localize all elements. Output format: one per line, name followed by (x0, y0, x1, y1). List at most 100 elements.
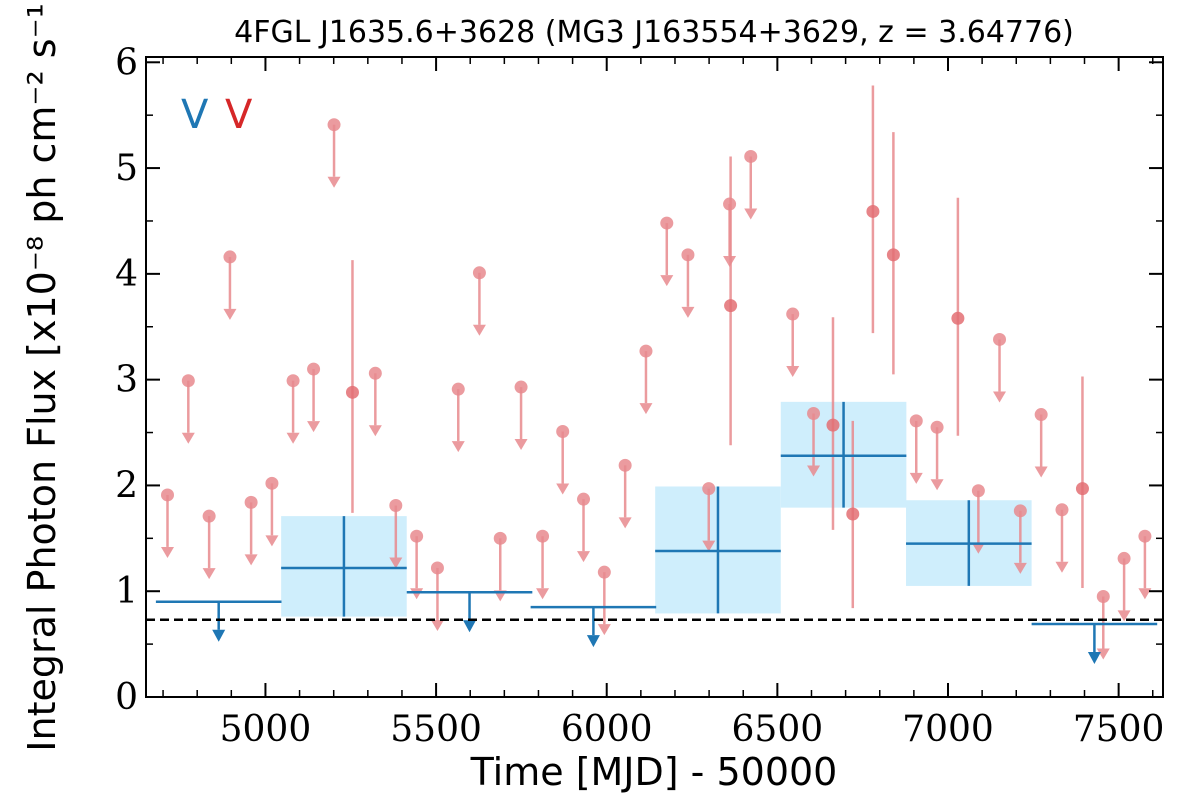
data-point (702, 482, 716, 496)
upper-limit-arrowhead (1117, 610, 1131, 622)
y-axis-label: Integral Photon Flux [x10⁻⁸ ph cm⁻² s⁻¹] (20, 0, 64, 752)
data-point (389, 499, 403, 513)
y-tick-label: 5 (115, 148, 138, 189)
upper-limit-arrowhead (618, 517, 632, 529)
y-tick-label: 1 (115, 571, 138, 612)
upper-limit-arrowhead (472, 324, 486, 336)
upper-limit-arrowhead (909, 472, 923, 484)
upper-limit-arrowhead (993, 391, 1007, 403)
upper-limit-arrowhead (786, 366, 800, 378)
data-point (660, 216, 674, 230)
chart-title: 4FGL J1635.6+3628 (MG3 J163554+3629, z =… (234, 15, 1074, 50)
upper-limit-arrowhead (223, 308, 237, 320)
upper-limit-arrowhead (702, 540, 716, 552)
data-point (244, 495, 258, 509)
data-point (472, 266, 486, 280)
upper-limit-arrowhead (307, 421, 321, 433)
data-point (971, 484, 985, 498)
data-point (1096, 590, 1110, 604)
upper-limit-arrowhead (586, 635, 600, 648)
upper-limit-arrowhead (744, 208, 758, 220)
data-point (368, 366, 382, 380)
data-point (1055, 503, 1069, 517)
upper-limit-arrowhead (451, 441, 465, 453)
upper-limit-arrowhead (463, 620, 477, 633)
upper-limit-arrowhead (265, 535, 279, 547)
upper-limit-arrowhead (1138, 588, 1152, 600)
data-point (744, 149, 758, 163)
y-tick-label: 6 (115, 42, 138, 83)
data-point (1117, 551, 1131, 565)
data-point (286, 374, 300, 388)
upper-limit-arrowhead (1087, 652, 1101, 665)
upper-limit-arrowhead (286, 432, 300, 444)
data-point (1138, 529, 1152, 543)
data-point (493, 531, 507, 545)
data-point (724, 299, 738, 313)
data-point (514, 380, 528, 394)
upper-limit-arrowhead (514, 439, 528, 451)
upper-limit-arrowhead (930, 479, 944, 491)
data-point (618, 458, 632, 472)
y-tick-label: 0 (115, 677, 138, 718)
data-point (1075, 482, 1089, 496)
data-point (786, 307, 800, 321)
data-point (909, 414, 923, 428)
upper-limit-arrowhead (577, 551, 591, 563)
data-point (430, 561, 444, 575)
data-point (846, 507, 860, 521)
upper-limit-arrowhead (639, 403, 653, 415)
x-axis-label: Time [MJD] - 50000 (470, 750, 838, 794)
x-tick-label: 6500 (732, 709, 824, 750)
upper-limit-arrowhead (1096, 648, 1110, 660)
upper-limit-arrowhead (1034, 466, 1048, 478)
upper-limit-arrowhead (536, 588, 550, 600)
data-point (181, 374, 195, 388)
data-point (930, 420, 944, 434)
data-point (265, 476, 279, 490)
upper-limit-arrowhead (1055, 561, 1069, 573)
upper-limit-arrowhead (660, 275, 674, 287)
data-point (556, 424, 570, 438)
legend-entry: V (181, 92, 209, 138)
data-point (993, 332, 1007, 346)
upper-limit-arrowhead (161, 546, 175, 558)
data-point (202, 509, 216, 523)
plot-area (146, 85, 1163, 665)
upper-limit-arrowhead (181, 432, 195, 444)
upper-limit-arrowhead (202, 568, 216, 580)
data-point (223, 250, 237, 264)
data-point (161, 488, 175, 502)
data-point (597, 565, 611, 579)
data-point (826, 418, 840, 432)
upper-limit-arrowhead (807, 465, 821, 477)
y-tick-label: 3 (115, 360, 138, 401)
axis-ticks: 5000 5500 6000 6500 7000 7500 0 1 2 3 4 5 6 (115, 42, 1164, 750)
data-point (866, 204, 880, 218)
data-point (886, 248, 900, 262)
x-tick-label: 7500 (1073, 709, 1165, 750)
data-point (639, 344, 653, 358)
y-tick-label: 2 (115, 465, 138, 506)
data-point (345, 385, 359, 399)
x-tick-label: 6000 (561, 709, 653, 750)
data-point (410, 529, 424, 543)
data-point (681, 248, 695, 262)
upper-limit-arrowhead (244, 554, 258, 566)
upper-limit-arrowhead (681, 306, 695, 318)
upper-limit-arrowhead (1013, 562, 1027, 574)
plot-frame (145, 56, 1164, 698)
upper-limit-arrowhead (410, 588, 424, 600)
data-point (807, 406, 821, 420)
upper-limit-arrowhead (212, 629, 226, 642)
upper-limit-arrowhead (389, 557, 403, 569)
y-tick-label: 4 (115, 254, 138, 295)
data-point (577, 492, 591, 506)
upper-limit-arrowhead (327, 176, 341, 188)
legend-entry: V (225, 92, 253, 138)
data-point (307, 362, 321, 376)
x-tick-label: 7000 (902, 709, 994, 750)
upper-limit-arrowhead (597, 624, 611, 636)
